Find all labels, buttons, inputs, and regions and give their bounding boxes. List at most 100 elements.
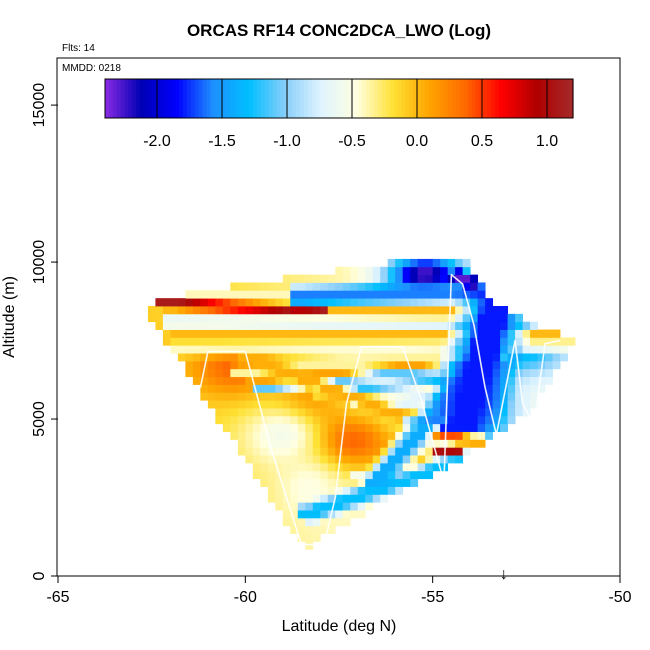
heatmap-cell (200, 313, 209, 323)
heatmap-cell (312, 439, 321, 448)
heatmap-cell (222, 353, 231, 362)
heatmap-cell (230, 345, 239, 354)
heatmap-cell (432, 266, 441, 276)
colorbar-segment (303, 79, 309, 118)
colorbar-segment (300, 79, 305, 118)
heatmap-cell (432, 258, 441, 268)
heatmap-cell (147, 313, 156, 323)
heatmap-cell (185, 298, 194, 307)
heatmap-cell (335, 517, 344, 527)
heatmap-cell (522, 360, 531, 370)
heatmap-cell (312, 462, 321, 472)
heatmap-cell (342, 321, 351, 330)
heatmap-cell (470, 400, 479, 409)
heatmap-cell (410, 447, 419, 456)
heatmap-cell (260, 368, 269, 378)
heatmap-cell (185, 337, 194, 346)
colorbar-segment (229, 79, 235, 118)
colorbar: -2.0 -1.5 -1.0 -0.5 0.0 0.5 1.0 (104, 78, 574, 150)
heatmap-cell (342, 313, 351, 323)
heatmap-cell (552, 353, 561, 362)
heatmap-cell (455, 384, 464, 393)
heatmap-cell (440, 353, 449, 362)
heatmap-cell (357, 274, 366, 283)
heatmap-cells (147, 258, 576, 550)
heatmap-cell (260, 306, 269, 315)
heatmap-cell (335, 392, 344, 401)
colorbar-segment (561, 79, 566, 118)
heatmap-cell (230, 368, 239, 378)
heatmap-cell (357, 345, 366, 354)
heatmap-cell (402, 447, 411, 456)
heatmap-cell (312, 321, 321, 330)
heatmap-cell (432, 455, 441, 464)
colorbar-segment (218, 79, 223, 118)
heatmap-cell (462, 274, 471, 283)
heatmap-cell (395, 290, 404, 299)
heatmap-cell (312, 392, 321, 401)
heatmap-cell (417, 321, 426, 330)
colorbar-segment (358, 79, 363, 118)
heatmap-cell (357, 455, 366, 464)
colorbar-segment (518, 79, 523, 118)
heatmap-cell (387, 290, 396, 299)
heatmap-cell (170, 337, 179, 346)
heatmap-cell (260, 470, 269, 480)
heatmap-cell (350, 502, 359, 511)
heatmap-cell (342, 470, 351, 480)
colorbar-segment (245, 79, 250, 118)
heatmap-cell (365, 368, 374, 378)
colorbar-segment (167, 79, 172, 118)
heatmap-cell (560, 345, 568, 354)
heatmap-cell (207, 290, 216, 299)
heatmap-cell (320, 455, 329, 464)
heatmap-cell (380, 329, 389, 338)
colorbar-segment (319, 79, 324, 118)
colorbar-segment (264, 79, 270, 118)
heatmap-cell (200, 376, 209, 385)
heatmap-cell (395, 470, 404, 480)
heatmap-cell (485, 423, 494, 432)
heatmap-cell (372, 266, 381, 276)
heatmap-cell (410, 282, 419, 291)
heatmap-cell (327, 486, 336, 495)
heatmap-cell (297, 415, 306, 425)
heatmap-cell (327, 502, 336, 511)
heatmap-cell (312, 415, 321, 425)
heatmap-cell (410, 353, 419, 362)
flight-track-line (199, 273, 561, 546)
heatmap-cell (260, 337, 269, 346)
heatmap-cell (440, 376, 449, 385)
heatmap-cell (252, 298, 261, 307)
heatmap-cell (380, 478, 389, 487)
heatmap-cell (215, 376, 224, 385)
heatmap-cell (170, 329, 179, 338)
heatmap-cell (350, 470, 359, 480)
heatmap-cell (290, 274, 299, 283)
heatmap-cell (312, 478, 321, 487)
heatmap-cell (297, 525, 306, 535)
heatmap-cell (440, 266, 449, 276)
heatmap-cell (500, 400, 508, 409)
heatmap-cell (500, 329, 508, 338)
heatmap-cell (432, 298, 441, 307)
heatmap-cell (260, 462, 269, 472)
heatmap-cell (185, 368, 194, 378)
heatmap-cell (312, 447, 321, 456)
heatmap-cell (350, 462, 359, 472)
heatmap-cell (192, 321, 201, 330)
heatmap-cell (275, 298, 284, 307)
heatmap-cell (447, 345, 456, 354)
heatmap-cell (425, 337, 434, 346)
heatmap-cell (290, 353, 299, 362)
heatmap-cell (485, 353, 494, 362)
colorbar-segment (428, 79, 434, 118)
heatmap-cell (312, 298, 321, 307)
heatmap-cell (252, 439, 261, 448)
heatmap-cell (312, 533, 321, 542)
heatmap-cell (402, 470, 411, 480)
heatmap-cell (387, 321, 396, 330)
heatmap-cell (335, 290, 344, 299)
heatmap-cell (447, 423, 456, 432)
heatmap-cell (410, 392, 419, 401)
